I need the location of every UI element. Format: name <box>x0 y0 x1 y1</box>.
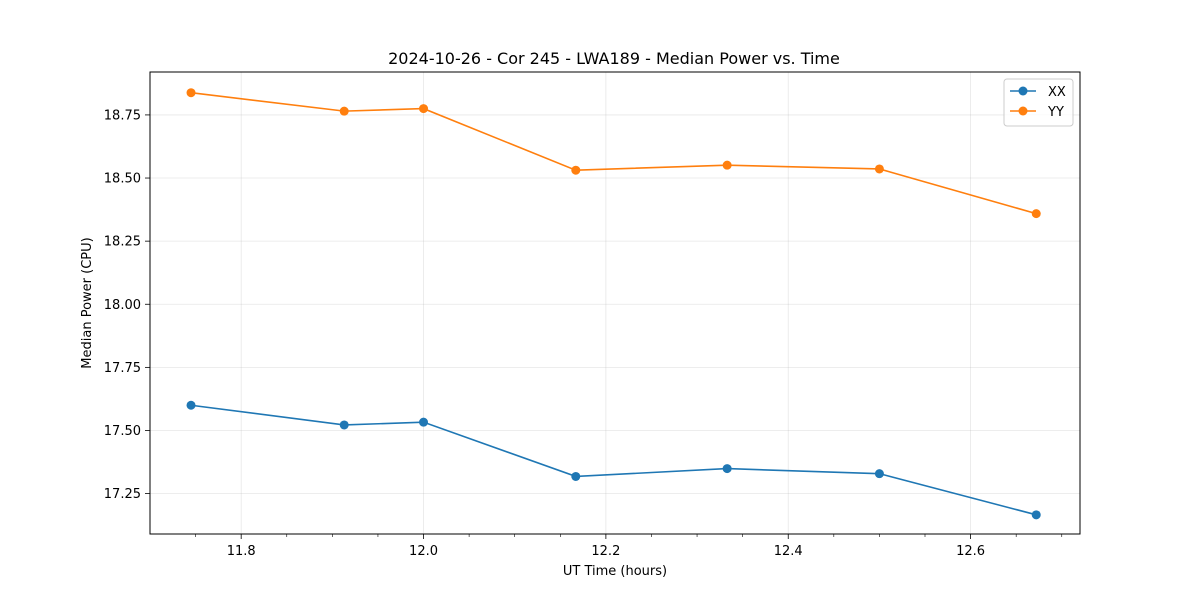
y-axis-title: Median Power (CPU) <box>80 237 95 368</box>
y-tick-label: 18.75 <box>104 108 141 123</box>
data-point-xx <box>419 417 429 427</box>
series-layer <box>186 88 1041 520</box>
data-point-xx <box>339 420 349 430</box>
series-line-yy <box>190 91 1037 215</box>
data-point-yy <box>874 164 884 174</box>
legend-label-yy: YY <box>1047 105 1064 120</box>
data-point-yy <box>339 106 349 116</box>
grid <box>150 72 1080 534</box>
legend-marker-yy <box>1018 106 1028 116</box>
x-tick-label: 12.6 <box>956 544 985 559</box>
plot-frame <box>149 71 1081 535</box>
x-tick-label: 12.2 <box>591 544 620 559</box>
y-tick-label: 17.50 <box>104 424 141 439</box>
data-point-yy <box>571 165 581 175</box>
x-axis-title: UT Time (hours) <box>563 564 667 579</box>
data-point-xx <box>1031 510 1041 520</box>
y-tick-label: 17.25 <box>104 487 141 502</box>
y-tick-label: 18.25 <box>104 235 141 250</box>
data-point-yy <box>1031 209 1041 219</box>
data-point-xx <box>186 400 196 410</box>
data-point-yy <box>722 160 732 170</box>
data-point-xx <box>874 469 884 479</box>
y-tick-label: 18.00 <box>104 298 141 313</box>
y-tick-label: 17.75 <box>104 361 141 376</box>
data-point-xx <box>722 464 732 474</box>
legend: XX YY <box>1003 78 1074 127</box>
data-point-xx <box>571 471 581 481</box>
series-line-xx <box>190 404 1037 516</box>
x-tick-label: 11.8 <box>227 544 256 559</box>
y-tick-label: 18.50 <box>104 172 141 187</box>
data-point-yy <box>186 88 196 98</box>
x-tick-label: 12.0 <box>409 544 438 559</box>
x-tick-label: 12.4 <box>774 544 803 559</box>
legend-marker-xx <box>1018 86 1028 96</box>
chart-title: 2024-10-26 - Cor 245 - LWA189 - Median P… <box>388 49 840 68</box>
axes: 11.8 12.0 12.2 12.4 12.6 17.25 17.50 17.75 18.00… <box>104 108 1063 559</box>
data-point-yy <box>419 104 429 114</box>
legend-label-xx: XX <box>1048 85 1066 100</box>
